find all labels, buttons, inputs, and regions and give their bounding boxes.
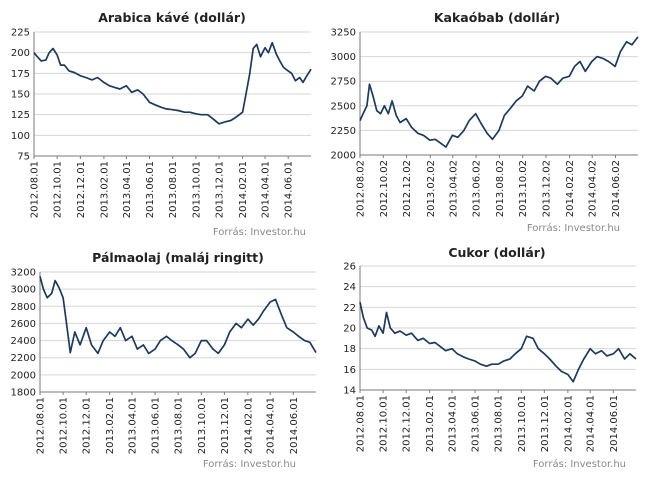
x-tick-label: 2013.10.01: [197, 397, 208, 454]
x-tick-label: 2013.08.02: [495, 160, 506, 217]
y-tick-label: 1800: [11, 388, 36, 399]
series-line-1: [39, 276, 317, 359]
x-tick-label: 2013.12.01: [215, 161, 226, 218]
y-tick-label: 2600: [11, 319, 36, 330]
x-tick-label: 2012.08.01: [36, 397, 47, 454]
y-tick-label: 3000: [11, 285, 36, 296]
x-tick-label: 2013.10.01: [191, 161, 202, 218]
y-tick-label: 2250: [331, 126, 356, 137]
source-note: Forrás: Investor.hu: [533, 458, 626, 470]
x-tick-label: 2013.04.01: [128, 397, 139, 454]
y-tick-label: 22: [343, 303, 356, 314]
x-tick-label: 2014.02.01: [238, 161, 249, 218]
y-tick-label: 175: [11, 69, 30, 80]
x-tick-label: 2012.12.01: [82, 397, 93, 454]
x-tick-label: 2013.02.01: [105, 397, 116, 454]
x-tick-label: 2013.06.01: [145, 161, 156, 218]
x-tick-label: 2014.04.01: [266, 397, 277, 454]
x-tick-label: 2014.02.01: [563, 395, 574, 452]
x-tick-label: 2014.06.01: [284, 161, 295, 218]
x-tick-label: 2013.10.01: [517, 395, 528, 452]
x-tick-label: 2013.02.02: [426, 160, 437, 217]
y-tick-label: 2200: [11, 353, 36, 364]
x-tick-label: 2012.12.02: [402, 160, 413, 217]
chart-title: Kakaóbab (dollár): [434, 10, 560, 25]
y-tick-label: 14: [343, 386, 356, 397]
y-tick-label: 2500: [331, 101, 356, 112]
y-tick-label: 150: [11, 90, 30, 101]
chart-panel-1: 75 100 125 150 175 200 225 2012.08.01 2012.10.01…: [11, 10, 312, 238]
y-tick-label: 2000: [11, 370, 36, 381]
x-tick-label: 2014.04.01: [261, 161, 272, 218]
y-tick-label: 125: [11, 110, 30, 121]
x-tick-label: 2012.12.01: [402, 395, 413, 452]
x-tick-label: 2013.02.01: [425, 395, 436, 452]
x-tick-label: 2012.08.02: [356, 160, 367, 217]
y-tick-label: 3250: [331, 28, 356, 39]
x-tick-label: 2012.08.01: [30, 161, 41, 218]
x-tick-label: 2013.12.02: [541, 160, 552, 217]
source-note: Forrás: Investor.hu: [213, 226, 306, 238]
x-tick-label: 2013.08.01: [168, 161, 179, 218]
x-tick-label: 2012.10.02: [379, 160, 390, 217]
chart-title: Cukor (dollár): [448, 245, 545, 260]
y-tick-label: 225: [11, 28, 30, 39]
series-line-1: [33, 41, 312, 125]
x-tick-label: 2014.04.02: [588, 160, 599, 217]
x-tick-label: 2012.10.01: [53, 161, 64, 218]
y-tick-label: 18: [343, 344, 356, 355]
y-tick-label: 75: [17, 152, 30, 163]
x-tick-label: 2014.04.01: [586, 395, 597, 452]
x-tick-label: 2013.06.02: [472, 160, 483, 217]
x-tick-label: 2014.06.01: [289, 397, 300, 454]
x-tick-label: 2014.02.02: [565, 160, 576, 217]
y-tick-label: 100: [11, 131, 30, 142]
x-tick-label: 2013.06.01: [151, 397, 162, 454]
y-tick-label: 200: [11, 48, 30, 59]
chart-panel-2: 2000 2250 2500 2750 3000 3250 2012.08.02 2012.1…: [331, 10, 639, 234]
y-tick-label: 2000: [331, 151, 356, 162]
x-tick-label: 2013.10.02: [518, 160, 529, 217]
chart-panel-4: 14 16 18 20 22 24 26 2012.08.01 2012.10.01 2012.1…: [343, 245, 637, 470]
x-tick-label: 2013.08.01: [174, 397, 185, 454]
x-tick-label: 2013.04.01: [448, 395, 459, 452]
chart-panel-3: 1800 2000 2200 2400 2600 2800 3000 3200 2012.08.…: [11, 250, 317, 470]
x-tick-label: 2013.12.01: [540, 395, 551, 452]
y-tick-label: 3000: [331, 52, 356, 63]
y-tick-label: 26: [343, 262, 356, 273]
source-note: Forrás: Investor.hu: [203, 458, 296, 470]
series-line-1: [359, 36, 639, 148]
x-tick-label: 2013.08.01: [494, 395, 505, 452]
series-line-1: [359, 302, 637, 383]
y-tick-label: 24: [343, 282, 356, 293]
y-tick-label: 3200: [11, 268, 36, 279]
x-tick-label: 2014.06.01: [609, 395, 620, 452]
chart-title: Pálmaolaj (maláj ringitt): [92, 250, 264, 265]
x-tick-label: 2013.12.01: [220, 397, 231, 454]
y-tick-label: 2750: [331, 77, 356, 88]
x-tick-label: 2014.02.01: [243, 397, 254, 454]
y-tick-label: 2800: [11, 302, 36, 313]
x-tick-label: 2014.06.02: [611, 160, 622, 217]
x-tick-label: 2013.02.01: [99, 161, 110, 218]
source-note: Forrás: Investor.hu: [527, 222, 620, 234]
x-tick-label: 2013.06.01: [471, 395, 482, 452]
x-tick-label: 2012.10.01: [59, 397, 70, 454]
x-tick-label: 2012.10.01: [379, 395, 390, 452]
y-tick-label: 20: [343, 324, 356, 335]
y-tick-label: 16: [343, 365, 356, 376]
y-tick-label: 2400: [11, 336, 36, 347]
x-tick-label: 2012.08.01: [356, 395, 367, 452]
chart-title: Arabica kávé (dollár): [98, 10, 246, 25]
x-tick-label: 2013.04.01: [122, 161, 133, 218]
x-tick-label: 2012.12.01: [76, 161, 87, 218]
x-tick-label: 2013.04.02: [448, 160, 459, 217]
